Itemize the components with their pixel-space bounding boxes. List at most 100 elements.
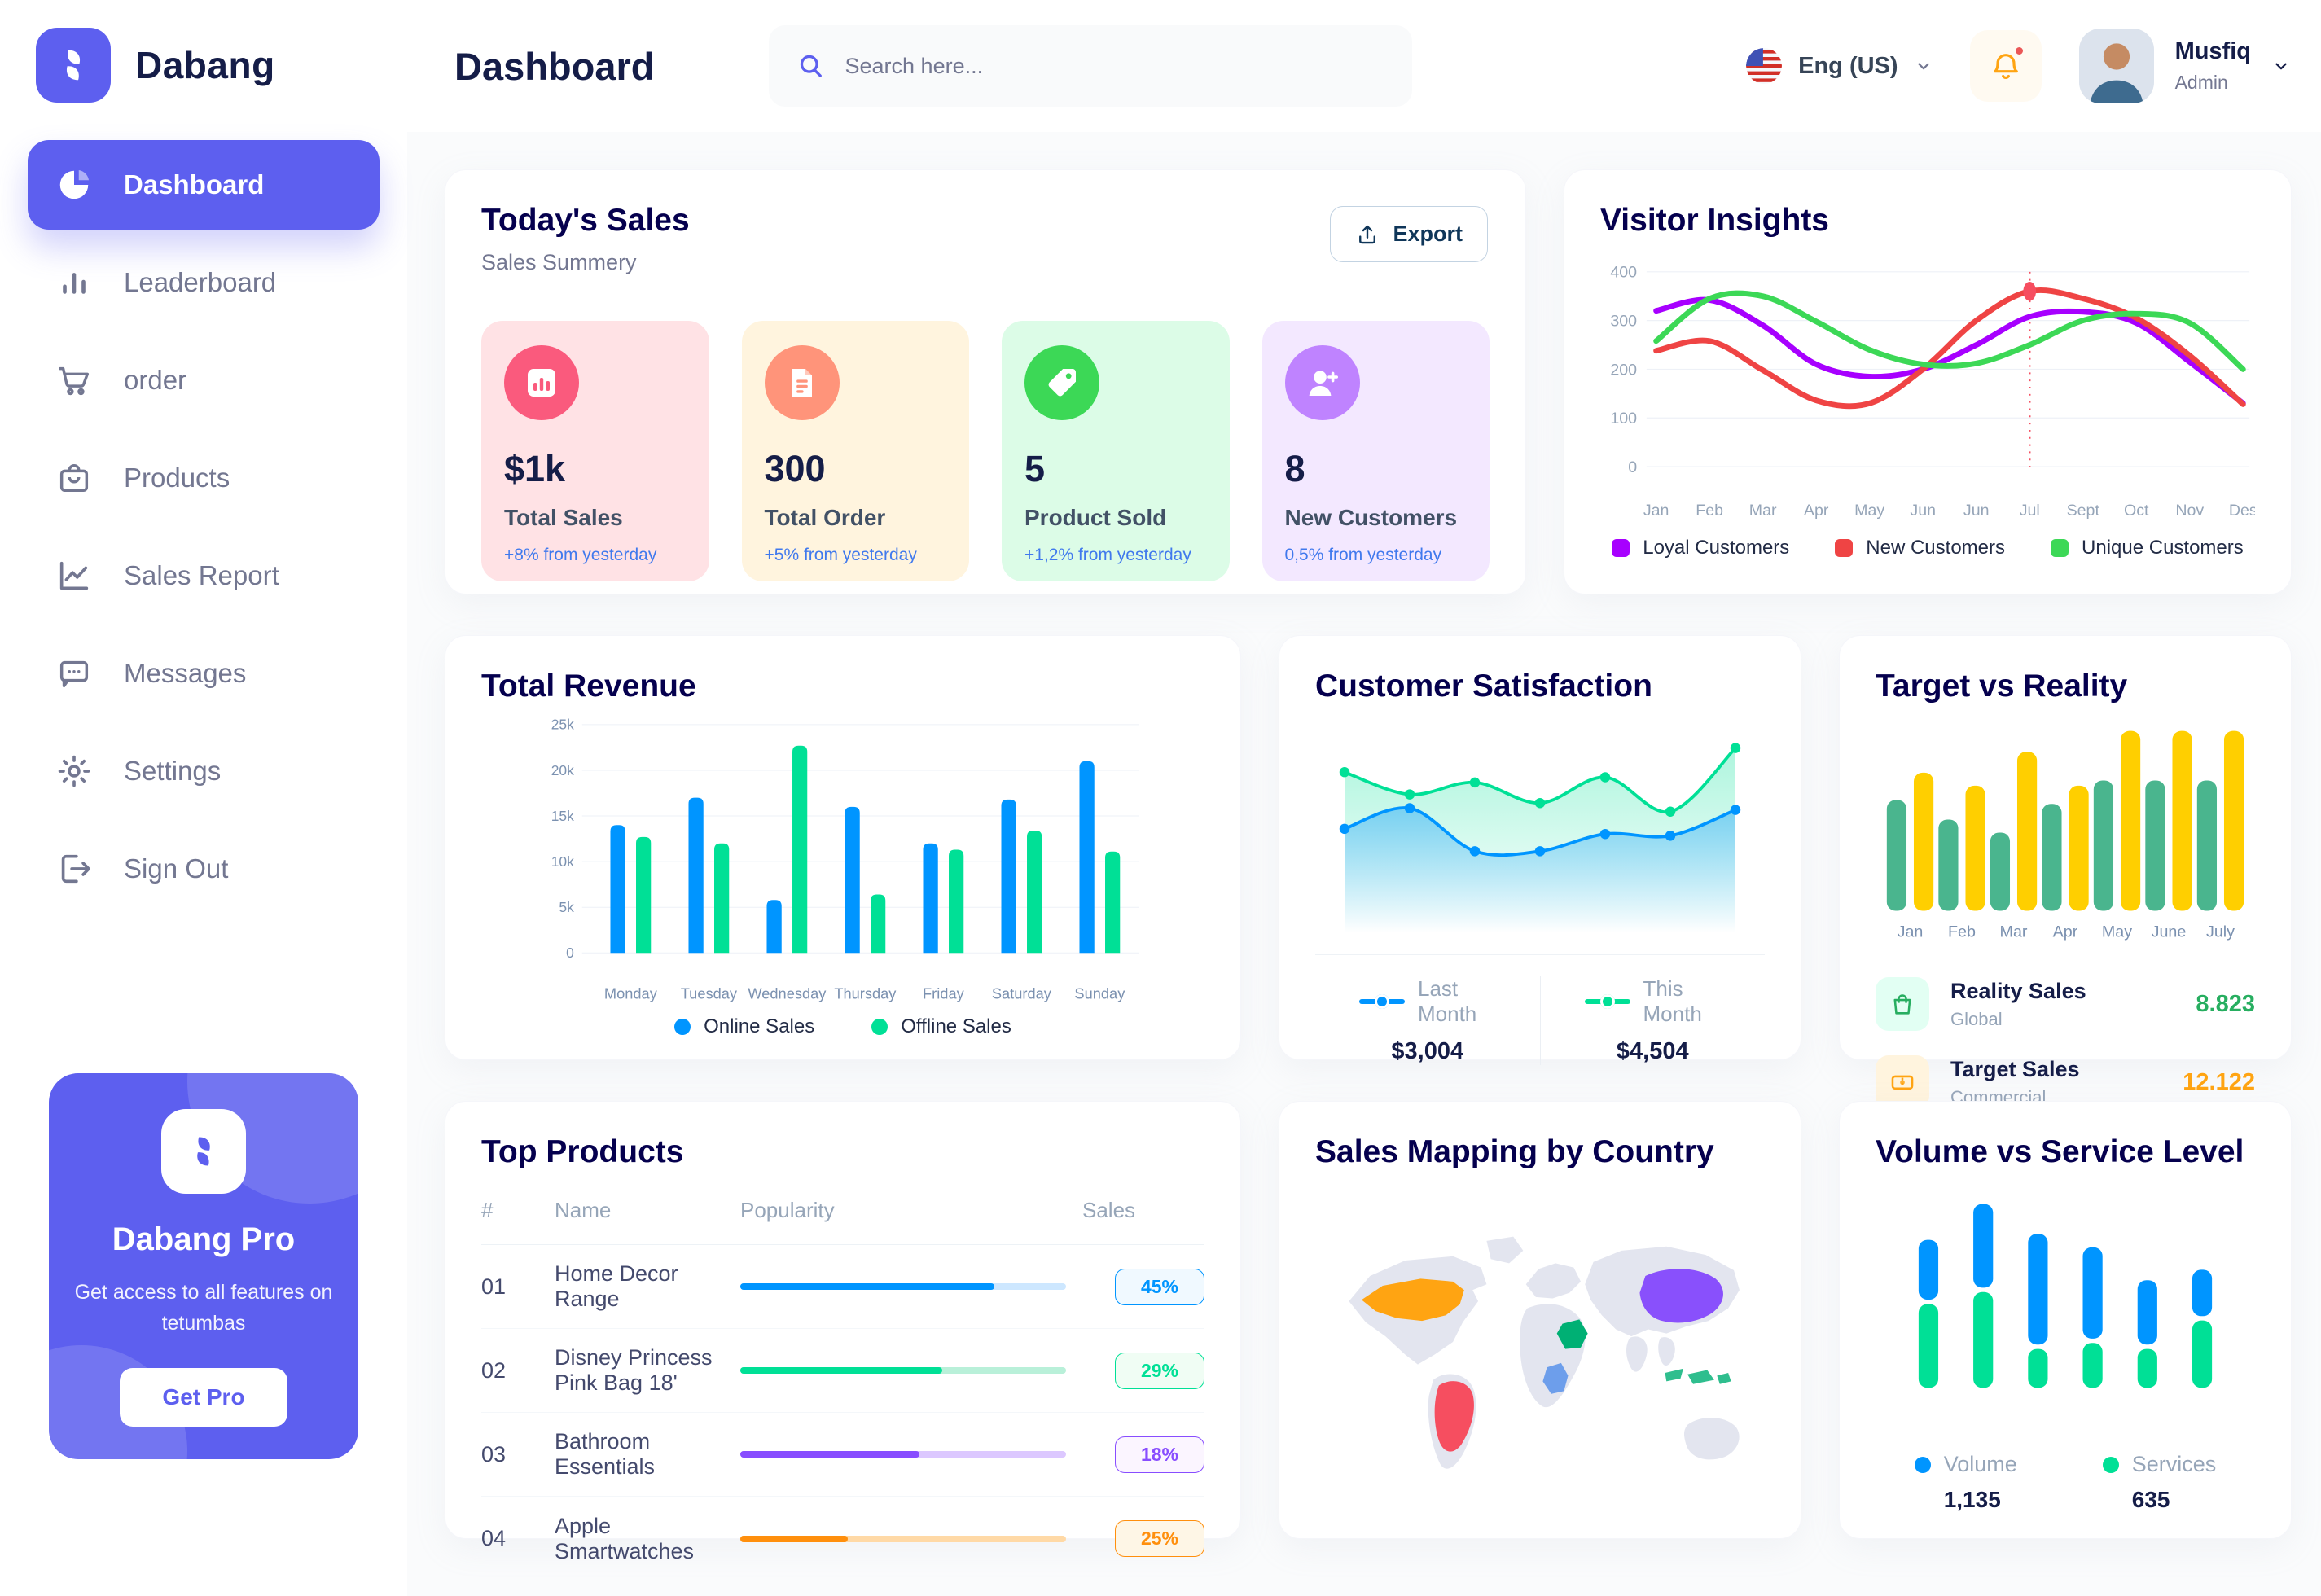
legend-swatch [1584, 993, 1630, 1010]
sidebar-item-dashboard[interactable]: Dashboard [28, 140, 380, 230]
get-pro-button[interactable]: Get Pro [120, 1368, 287, 1427]
world-map [1315, 1195, 1765, 1520]
product-rank: 02 [481, 1357, 507, 1383]
tag-icon [1024, 345, 1099, 420]
notifications-button[interactable] [1969, 30, 2042, 102]
sales-mapping-card: Sales Mapping by Country [1279, 1101, 1801, 1539]
svg-text:Apr: Apr [1804, 502, 1829, 520]
target-vs-reality-title: Target vs Reality [1876, 669, 2128, 704]
sidebar-item-settings[interactable]: Settings [28, 726, 380, 816]
svg-text:Jun: Jun [1910, 502, 1936, 520]
bell-icon [1993, 54, 2018, 79]
target-vs-reality-legend: Reality Sales Global 8.823 Target Sales Comm… [1876, 977, 2255, 1109]
svg-text:May: May [2102, 923, 2132, 941]
svg-text:10k: 10k [551, 853, 574, 870]
volume-vs-service-legend: Volume 1,135 Services 635 [1876, 1452, 2255, 1513]
svg-text:200: 200 [1610, 361, 1637, 379]
sidebar-item-messages[interactable]: Messages [28, 629, 380, 718]
legend-item-new-customers: New Customers [1835, 537, 2005, 559]
svg-text:Tuesday: Tuesday [681, 985, 738, 1002]
legend-item-online-sales: Online Sales [674, 1015, 814, 1038]
legend-item-offline-sales: Offline Sales [871, 1015, 1011, 1038]
page-title: Dashboard [454, 44, 655, 88]
summary-delta: +8% from yesterday [504, 546, 657, 564]
todays-sales-subtitle: Sales Summery [481, 250, 637, 274]
sidebar-item-sales-report[interactable]: Sales Report [28, 531, 380, 620]
notification-dot [2012, 45, 2025, 57]
svg-text:Sept: Sept [2067, 502, 2100, 520]
product-rank: 01 [481, 1274, 507, 1299]
svg-text:May: May [1854, 502, 1884, 520]
svg-text:Monday: Monday [604, 985, 658, 1002]
summary-card-total-sales: $1k Total Sales +8% from yesterday [481, 321, 709, 581]
svg-text:20k: 20k [551, 762, 574, 778]
chevron-down-icon [1917, 63, 1929, 70]
chat-icon [55, 655, 93, 692]
row-3: Top Products # Name Popularity Sales 01 Home … [445, 1101, 2292, 1563]
svg-text:15k: 15k [551, 808, 574, 824]
target-vs-reality-chart: Jan Feb Mar Apr May June July [1876, 704, 2255, 956]
region-india [1626, 1336, 1648, 1372]
country-dr-congo [1542, 1362, 1569, 1394]
svg-text:Friday: Friday [923, 985, 965, 1002]
legend-value: 12.122 [2183, 1068, 2255, 1095]
export-label: Export [1393, 221, 1463, 246]
svg-text:Feb: Feb [1696, 502, 1723, 520]
summary-delta: +5% from yesterday [764, 546, 917, 564]
pie-chart-icon [55, 166, 93, 204]
legend-value: $3,004 [1391, 1038, 1464, 1064]
top-products-card: Top Products # Name Popularity Sales 01 Home … [445, 1101, 1241, 1563]
total-revenue-chart: 0 5k 10k 15k 20k 25k Monday Tuesday Wednesday Thu… [481, 704, 1204, 1014]
svg-text:Jul: Jul [2020, 502, 2040, 520]
visitor-insights-chart: 0 100 200 300 400 Jan Feb Mar Apr May Jun Jun Jul Sep… [1600, 247, 2257, 532]
table-row: 01 Home Decor Range 45% [481, 1245, 1204, 1329]
search-input[interactable] [845, 53, 1384, 79]
language-label: Eng (US) [1798, 52, 1898, 79]
summary-label: Total Order [764, 505, 886, 530]
customer-satisfaction-card: Customer Satisfaction Last Month $3,004 Th… [1279, 635, 1801, 1065]
legend-swatch [1612, 539, 1630, 557]
legend-item-loyal-customers: Loyal Customers [1612, 537, 1789, 559]
continent-australia [1683, 1417, 1740, 1460]
target-vs-reality-svg: Jan Feb Mar Apr May June July [1886, 730, 2244, 941]
popularity-bar [740, 1283, 1082, 1290]
svg-text:Oct: Oct [2124, 502, 2149, 520]
product-rank: 04 [481, 1526, 507, 1550]
legend-value: 1,135 [1943, 1487, 2001, 1512]
svg-text:25k: 25k [551, 717, 574, 733]
legend-item-reality-sales: Reality Sales Global 8.823 [1876, 977, 2255, 1031]
export-button[interactable]: Export [1330, 206, 1488, 262]
bag-icon [1876, 977, 1929, 1031]
target-vs-reality-card: Target vs Reality Jan Feb Mar Apr May June Jul… [1839, 635, 2292, 1109]
sidebar-item-leaderboard[interactable]: Leaderboard [28, 238, 380, 327]
svg-text:July: July [2206, 923, 2235, 941]
sales-badge: 45% [1115, 1268, 1204, 1305]
sidebar-item-products[interactable]: Products [28, 433, 380, 523]
svg-text:Mar: Mar [1749, 502, 1777, 520]
user-menu[interactable]: Musfiq Admin [2078, 28, 2290, 103]
sidebar-item-label: Products [124, 463, 230, 493]
cart-icon [55, 362, 93, 399]
sidebar-item-label: Messages [124, 658, 247, 688]
svg-text:Feb: Feb [1948, 923, 1976, 941]
export-icon [1359, 225, 1376, 243]
sidebar-item-sign-out[interactable]: Sign Out [28, 824, 380, 914]
legend-label: Services [2131, 1452, 2217, 1476]
sidebar-item-order[interactable]: order [28, 335, 380, 425]
summary-value: 300 [764, 448, 826, 489]
sales-badge: 25% [1115, 1520, 1204, 1557]
legend-label: Reality Sales [1950, 978, 2086, 1003]
header-right: Eng (US) [1746, 28, 2290, 103]
svg-text:400: 400 [1610, 264, 1637, 282]
brand-name: Dabang [135, 44, 275, 86]
summary-value: 5 [1024, 448, 1046, 489]
bag-icon [55, 459, 93, 497]
pro-card-description: Get access to all features on tetumbas [74, 1281, 333, 1335]
search-bar [768, 25, 1412, 107]
summary-card-product-sold: 5 Product Sold +1,2% from yesterday [1002, 321, 1230, 581]
summary-value: 8 [1284, 448, 1305, 489]
avatar-image [2078, 28, 2154, 103]
language-selector[interactable]: Eng (US) [1746, 48, 1932, 84]
summary-card-new-customers: 8 New Customers 0,5% from yesterday [1261, 321, 1490, 581]
